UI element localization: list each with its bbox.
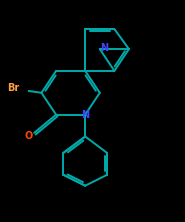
Text: Br: Br (7, 83, 19, 93)
Text: N: N (100, 43, 108, 53)
Text: O: O (25, 131, 33, 141)
Text: N: N (81, 110, 89, 120)
